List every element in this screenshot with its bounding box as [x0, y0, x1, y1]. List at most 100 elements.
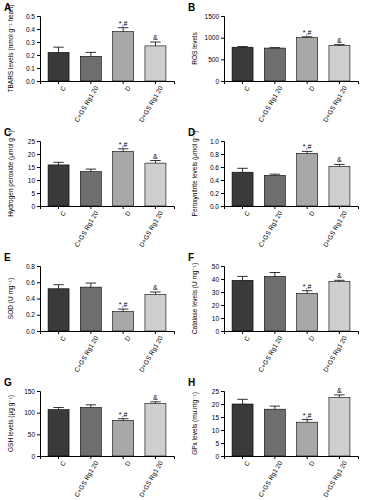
- bar: [145, 46, 166, 81]
- y-tick: 1500: [205, 13, 224, 20]
- tick-mark: [37, 167, 40, 168]
- y-tick: 0.2: [26, 52, 40, 59]
- tick-label: 0.8: [26, 263, 35, 270]
- y-axis: 0510152025: [28, 138, 41, 210]
- tick-mark: [37, 266, 40, 267]
- y-tick: 0.8: [210, 151, 224, 158]
- annotation: *,#: [303, 283, 312, 290]
- error-bar: [118, 309, 128, 311]
- x-axis: CC+GS Rg1 20DD+GS Rg1 20: [41, 81, 175, 124]
- marks: [48, 402, 166, 456]
- tick-label: 10: [28, 177, 36, 184]
- y-axis: 050010001500: [205, 13, 225, 85]
- y-tick: 10: [212, 427, 224, 434]
- annotation: *,#: [303, 29, 312, 36]
- tick-label: 0.0: [26, 78, 35, 85]
- tick-mark: [307, 456, 308, 459]
- annotation: &: [153, 394, 158, 401]
- error-stem: [242, 168, 243, 172]
- axis-line: [37, 142, 41, 207]
- error-bar: [237, 46, 247, 48]
- error-cap: [150, 42, 160, 43]
- y-tick: 0.6: [26, 279, 40, 286]
- bar: [145, 294, 166, 331]
- panel: D0.00.20.40.60.81.0CC+GS Rg1 20DD+GS Rg1…: [188, 127, 359, 249]
- y-tick: 100: [24, 409, 40, 416]
- bar: [297, 293, 318, 331]
- bar: [232, 280, 253, 331]
- tick-mark: [37, 315, 40, 316]
- x-tick: C+GS Rg1 20: [73, 206, 100, 249]
- tick-mark: [221, 305, 224, 306]
- tick-mark: [221, 417, 224, 418]
- y-tick: 20: [28, 151, 40, 158]
- axis-line: [225, 332, 359, 335]
- error-bar: [237, 399, 247, 404]
- tick-mark: [58, 206, 59, 209]
- bar: [48, 165, 69, 206]
- marks: [48, 28, 166, 81]
- y-tick: 0.4: [26, 26, 40, 33]
- y-tick: 50: [212, 263, 224, 270]
- axis-line: [37, 392, 41, 457]
- annotation: *,#: [119, 141, 128, 148]
- tick-label: C: [243, 209, 252, 217]
- error-bar: [86, 283, 96, 287]
- tick-label: 10: [212, 315, 220, 322]
- tick-label: D+GS Rg1 20: [322, 459, 349, 499]
- x-tick: C: [243, 456, 252, 467]
- error-stem: [274, 406, 275, 409]
- error-bar: [53, 285, 63, 289]
- annotation: &: [337, 37, 342, 44]
- axis-line: [41, 457, 175, 460]
- tick-mark: [339, 456, 340, 459]
- tick-label: C+GS Rg1 20: [73, 84, 100, 124]
- error-cap: [302, 151, 312, 152]
- annotation: &: [337, 387, 342, 394]
- x-axis: CC+GS Rg1 20DD+GS Rg1 20: [225, 331, 359, 374]
- y-tick: 0.0: [26, 78, 40, 85]
- bar: [232, 172, 253, 206]
- error-cap: [118, 418, 128, 419]
- bar: [80, 56, 101, 81]
- tick-label: 30: [212, 289, 220, 296]
- tick-label: 25: [212, 388, 220, 395]
- y-label: SOD (U mg⁻¹): [7, 278, 15, 319]
- y-tick: 0.8: [26, 263, 40, 270]
- y-tick: 0.4: [26, 295, 40, 302]
- tick-mark: [221, 456, 224, 457]
- x-tick: C: [59, 331, 68, 342]
- tick-label: D: [123, 459, 132, 467]
- y-tick: 5: [31, 190, 40, 197]
- tick-mark: [242, 81, 243, 84]
- tick-label: 0: [31, 453, 35, 460]
- y-label: TBARS levels (nmol g⁻¹ heart): [7, 5, 15, 93]
- panel: A0.00.10.20.30.40.5CC+GS Rg1 20DD+GS Rg1…: [4, 2, 175, 124]
- bar: [80, 172, 101, 206]
- panel: G050100150CC+GS Rg1 20DD+GS Rg1 20GSH le…: [4, 377, 175, 499]
- error-cap: [237, 168, 247, 169]
- tick-mark: [221, 430, 224, 431]
- error-bar: [118, 28, 128, 32]
- panel: C0510152025CC+GS Rg1 20DD+GS Rg1 20Hydro…: [4, 127, 175, 249]
- y-tick: 500: [208, 56, 224, 63]
- x-tick: C+GS Rg1 20: [257, 456, 284, 499]
- x-tick: C+GS Rg1 20: [257, 81, 284, 124]
- tick-mark: [307, 206, 308, 209]
- tick-mark: [58, 456, 59, 459]
- y-tick: 15: [28, 164, 40, 171]
- tick-label: D+GS Rg1 20: [322, 84, 349, 124]
- tick-label: 0.6: [26, 279, 35, 286]
- tick-label: 40: [212, 276, 220, 283]
- error-cap: [237, 46, 247, 47]
- error-cap: [53, 162, 63, 163]
- error-cap: [302, 419, 312, 420]
- axis-line: [41, 82, 175, 85]
- tick-label: D+GS Rg1 20: [138, 84, 165, 124]
- tick-label: D: [307, 334, 316, 342]
- tick-label: C+GS Rg1 20: [73, 209, 100, 249]
- tick-label: 0.8: [210, 151, 219, 158]
- tick-mark: [37, 391, 40, 392]
- y-tick: 10: [212, 315, 224, 322]
- error-cap: [334, 280, 344, 281]
